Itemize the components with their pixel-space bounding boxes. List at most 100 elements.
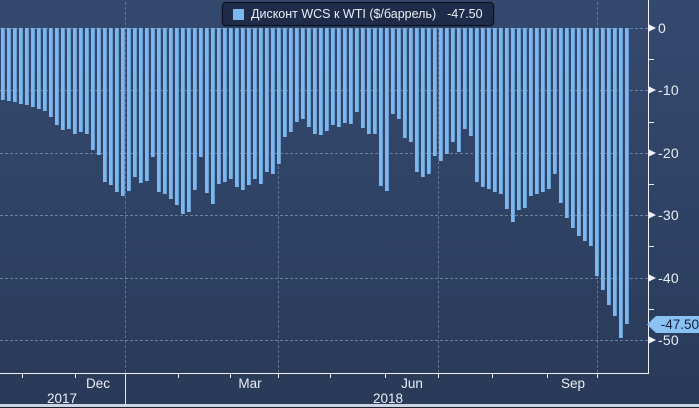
bar <box>517 28 521 211</box>
bar <box>601 28 605 290</box>
y-axis-minor-tick <box>648 122 654 123</box>
bar <box>553 28 557 174</box>
bars-series[interactable] <box>1 28 633 373</box>
bar <box>253 28 257 179</box>
bar <box>49 28 53 117</box>
x-axis-tick <box>330 374 331 378</box>
bar <box>217 28 221 184</box>
x-axis-tick <box>438 374 439 378</box>
bar <box>397 28 401 119</box>
tick-arrow-icon <box>648 211 656 219</box>
bar <box>175 28 179 206</box>
legend[interactable]: Дисконт WCS к WTI ($/баррель) -47.50 <box>222 2 494 26</box>
bar <box>559 28 563 203</box>
tick-arrow-icon <box>648 274 656 282</box>
bar <box>229 28 233 179</box>
bar <box>211 28 215 204</box>
y-tick-label: 0 <box>658 20 666 36</box>
bar <box>487 28 491 189</box>
bar <box>511 28 515 223</box>
bar <box>547 28 551 189</box>
bar <box>283 28 287 138</box>
bar <box>1 28 5 100</box>
y-axis-line <box>648 0 649 374</box>
bar <box>565 28 569 218</box>
last-price-tag: -47.50 <box>647 316 699 333</box>
bar <box>481 28 485 187</box>
bar <box>19 28 23 104</box>
bar <box>13 28 17 103</box>
bar <box>151 28 155 158</box>
bar <box>31 28 35 107</box>
gridline-vertical <box>125 2 126 373</box>
bar <box>595 28 599 277</box>
bar <box>367 28 371 134</box>
y-tick-30: -30 <box>648 207 679 223</box>
x-axis-line <box>0 373 649 374</box>
bar <box>355 28 359 112</box>
x-axis-tick <box>597 374 598 378</box>
legend-swatch-icon <box>233 8 244 20</box>
bottom-panel-edge <box>0 404 699 408</box>
bar <box>451 28 455 143</box>
bar <box>271 28 275 174</box>
bar <box>181 28 185 214</box>
y-tick-50: -50 <box>648 332 679 348</box>
y-tick-label: -10 <box>658 82 679 98</box>
bar <box>133 28 137 177</box>
bar <box>379 28 383 186</box>
bar <box>157 28 161 193</box>
bar <box>259 28 263 184</box>
bar <box>409 28 413 143</box>
bar <box>445 28 449 154</box>
bar <box>25 28 29 105</box>
y-tick-40: -40 <box>648 270 679 286</box>
gridline-vertical <box>438 2 439 373</box>
x-axis-tick <box>278 374 279 378</box>
bar <box>625 28 629 325</box>
bar <box>7 28 11 101</box>
tick-arrow-icon <box>648 336 656 344</box>
bar <box>55 28 59 126</box>
bar <box>247 28 251 185</box>
y-tick-10: -10 <box>648 82 679 98</box>
bar <box>493 28 497 193</box>
bar <box>373 28 377 134</box>
y-tick-label: -40 <box>658 270 679 286</box>
y-tick-label: -30 <box>658 207 679 223</box>
x-axis-tick <box>178 374 179 378</box>
y-axis-minor-tick <box>648 184 654 185</box>
bar <box>193 28 197 191</box>
bar <box>289 28 293 133</box>
x-label-2017: 2017 <box>46 391 78 406</box>
bar <box>103 28 107 183</box>
bar <box>301 28 305 119</box>
bar <box>535 28 539 194</box>
y-tick-20: -20 <box>648 145 679 161</box>
x-axis-tick <box>492 374 493 378</box>
bar <box>313 28 317 134</box>
gridline-horizontal <box>0 153 648 154</box>
bar <box>619 28 623 339</box>
y-axis-minor-tick <box>648 59 654 60</box>
bar <box>475 28 479 183</box>
x-axis-tick <box>22 374 23 378</box>
bar <box>199 28 203 158</box>
bar <box>541 28 545 193</box>
bar <box>295 28 299 123</box>
bar <box>571 28 575 228</box>
gridline-horizontal <box>0 90 648 91</box>
bar <box>319 28 323 136</box>
bar <box>205 28 209 194</box>
bar <box>589 28 593 246</box>
y-axis-minor-tick <box>648 246 654 247</box>
bar <box>163 28 167 194</box>
bar <box>325 28 329 131</box>
gridline-horizontal <box>0 215 648 216</box>
bar <box>385 28 389 191</box>
bar <box>523 28 527 209</box>
bar <box>67 28 71 129</box>
bar <box>61 28 65 131</box>
bar <box>97 28 101 156</box>
bar <box>145 28 149 181</box>
